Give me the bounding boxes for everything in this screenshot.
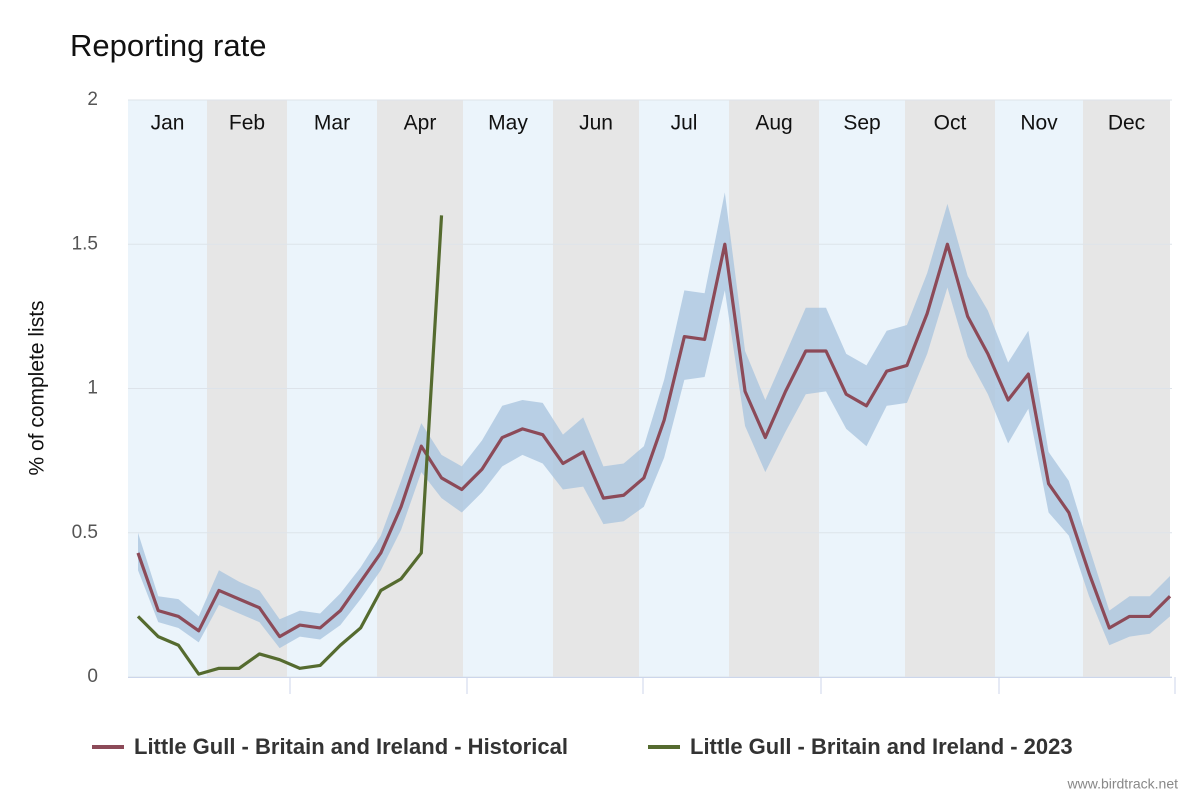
plot <box>136 192 1172 676</box>
legend-label: Little Gull - Britain and Ireland - Hist… <box>134 734 568 759</box>
month-label: Jul <box>671 112 698 135</box>
month-label: Mar <box>314 112 350 135</box>
y-tick-label: 2 <box>87 89 98 110</box>
y-tick-label: 1.5 <box>72 233 98 254</box>
month-label: Nov <box>1020 112 1058 135</box>
month-label: Aug <box>755 112 792 135</box>
y-tick-label: 0.5 <box>72 522 98 543</box>
legend: Little Gull - Britain and Ireland - Hist… <box>92 734 1073 759</box>
month-label: Jan <box>151 112 185 135</box>
month-label: May <box>488 112 528 135</box>
legend-label: Little Gull - Britain and Ireland - 2023 <box>690 734 1073 759</box>
month-label: Dec <box>1108 112 1145 135</box>
confidence-band <box>138 192 1170 649</box>
series-line <box>136 215 444 676</box>
y-tick-label: 0 <box>87 666 98 687</box>
month-label: Jun <box>579 112 613 135</box>
y-axis-label: % of complete lists <box>26 300 49 475</box>
month-label: Feb <box>229 112 265 135</box>
x-axis <box>128 677 1176 694</box>
month-label: Sep <box>843 112 880 135</box>
series-line <box>136 242 1172 639</box>
month-label: Oct <box>934 112 967 135</box>
source: www.birdtrack.net <box>1067 776 1179 792</box>
month-label: Apr <box>404 112 437 135</box>
chart-title: Reporting rate <box>70 28 266 63</box>
y-tick-label: 1 <box>87 378 98 399</box>
